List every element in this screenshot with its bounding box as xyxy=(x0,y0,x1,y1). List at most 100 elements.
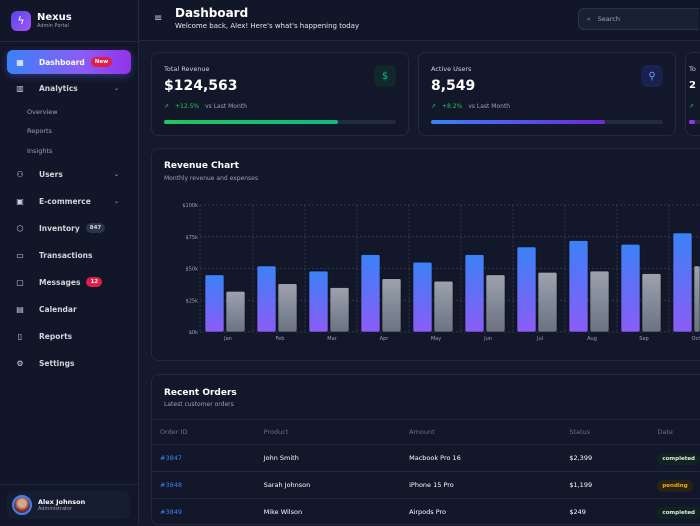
brand[interactable]: ϟ Nexus Admin Portal xyxy=(0,0,138,42)
count-badge: 847 xyxy=(85,223,106,233)
stat-label: Total Revenue xyxy=(164,65,210,73)
expense-bar xyxy=(485,274,506,333)
x-tick-label: Oct xyxy=(692,336,700,342)
progress-fill xyxy=(164,120,338,124)
search-input[interactable]: ⌕ Search xyxy=(578,8,699,30)
cell: $1,199 xyxy=(561,471,650,499)
stat-change: ↗ xyxy=(689,103,700,110)
chart-subtitle: Monthly revenue and expenses xyxy=(164,175,258,182)
col-status[interactable]: Status xyxy=(561,419,650,445)
stat-card-revenue: Total Revenue $124,563 ↗ +12.5% vs Last Mo… xyxy=(151,52,409,136)
cell: Airpods Pro xyxy=(401,498,562,526)
revenue-bar xyxy=(360,254,381,333)
recent-orders-card: Recent Orders Latest customer orders Ord… xyxy=(151,374,700,526)
y-tick-label: $50k xyxy=(186,267,199,273)
user-profile[interactable]: Alex Johnson Administrator xyxy=(7,491,130,519)
y-tick-label: $25k xyxy=(186,298,199,304)
revenue-bar xyxy=(672,232,693,333)
cell: $249 xyxy=(561,498,650,526)
expense-bar xyxy=(329,287,350,333)
box-icon: ⬡ xyxy=(16,223,24,233)
sidebar-item-calendar[interactable]: ▤ Calendar xyxy=(7,296,131,323)
x-tick-label: Apr xyxy=(380,336,390,342)
x-tick-label: Sep xyxy=(639,336,648,342)
order-id-link[interactable]: #3849 xyxy=(152,498,256,526)
col-amount[interactable]: Amount xyxy=(401,419,562,445)
order-id-link[interactable]: #3847 xyxy=(152,444,256,472)
shopping-bag-icon: ▣ xyxy=(16,196,24,206)
sidebar-subitem-overview[interactable]: Overview xyxy=(27,107,58,116)
label: E-commerce xyxy=(39,196,91,206)
sidebar-item-ecommerce[interactable]: ▣ E-commerce ⌄ xyxy=(7,188,131,215)
x-tick-label: Aug xyxy=(587,336,597,342)
sidebar-item-transactions[interactable]: ▭ Transactions xyxy=(7,242,131,269)
revenue-chart-card: Revenue Chart Monthly revenue and expens… xyxy=(151,148,700,361)
bolt-logo-icon: ϟ xyxy=(11,10,31,31)
col-date[interactable]: Date xyxy=(649,419,700,445)
grid-icon: ▦ xyxy=(16,57,24,67)
cell: Sarah Johnson xyxy=(255,471,402,499)
user-name: Alex Johnson xyxy=(38,498,86,506)
page-title: Dashboard xyxy=(175,6,249,20)
dollar-icon: $ xyxy=(374,65,396,87)
revenue-bar-chart: $0k $25k $50k $75k $100k Jan Feb Mar Apr May Jun Ju… xyxy=(182,203,700,342)
x-tick-label: Jan xyxy=(223,336,232,342)
label: Inventory xyxy=(39,223,80,233)
stat-card-third: To 2 ↗ xyxy=(685,52,700,136)
expense-bar xyxy=(537,272,558,333)
sidebar-subitem-insights[interactable]: Insights xyxy=(27,146,53,155)
sidebar-item-users[interactable]: ⚇ Users ⌄ xyxy=(7,161,131,188)
sidebar: ϟ Nexus Admin Portal ▦ Dashboard New ▥ Anal… xyxy=(0,0,139,525)
trend-up-icon: ↗ xyxy=(164,103,170,110)
revenue-bar xyxy=(308,270,329,333)
label: Calendar xyxy=(39,304,77,314)
sidebar-item-settings[interactable]: ⚙ Settings xyxy=(7,350,131,377)
credit-card-icon: ▭ xyxy=(16,250,24,260)
sidebar-item-dashboard[interactable]: ▦ Dashboard New xyxy=(7,50,131,74)
progress-bar xyxy=(431,120,663,124)
stat-change: ↗ +12.5% vs Last Month xyxy=(164,103,247,110)
cell: Macbook Pro 16 xyxy=(401,444,562,472)
expense-bar xyxy=(641,273,662,333)
divider xyxy=(0,484,139,485)
sidebar-item-messages[interactable]: ▢ Messages 12 xyxy=(7,269,131,296)
col-product[interactable]: Product xyxy=(255,419,402,445)
revenue-bar xyxy=(568,240,589,333)
sidebar-item-reports[interactable]: ▯ Reports xyxy=(7,323,131,350)
change-value: +12.5% xyxy=(175,103,200,110)
label: Transactions xyxy=(39,250,93,260)
cell: completed xyxy=(649,444,700,472)
orders-subtitle: Latest customer orders xyxy=(164,401,234,408)
table-row[interactable]: #3849 Mike Wilson Airpods Pro $249 completed xyxy=(152,498,700,526)
col-order-id[interactable]: Order ID xyxy=(152,419,256,445)
cell: $2,399 xyxy=(561,444,650,472)
header: ≡ Dashboard Welcome back, Alex! Here's w… xyxy=(139,0,700,41)
status-badge: pending xyxy=(657,480,693,492)
order-id-link[interactable]: #3848 xyxy=(152,471,256,499)
expense-bar xyxy=(693,265,700,333)
expense-bar xyxy=(381,278,402,333)
stat-value: $124,563 xyxy=(164,78,238,94)
cell: iPhone 15 Pro xyxy=(401,471,562,499)
orders-title: Recent Orders xyxy=(164,388,237,398)
change-note: vs Last Month xyxy=(468,103,511,110)
revenue-bar xyxy=(204,274,225,333)
menu-icon[interactable]: ≡ xyxy=(154,13,163,24)
search-icon: ⌕ xyxy=(587,14,591,23)
y-tick-label: $100k xyxy=(182,203,198,209)
x-tick-label: May xyxy=(431,336,441,342)
table-row[interactable]: #3847 John Smith Macbook Pro 16 $2,399 compl… xyxy=(152,444,700,472)
revenue-bar xyxy=(464,254,485,333)
progress-bar xyxy=(689,120,700,124)
label: Analytics xyxy=(39,84,78,93)
sidebar-item-inventory[interactable]: ⬡ Inventory 847 xyxy=(7,215,131,242)
expense-bar xyxy=(433,280,454,333)
chart-title: Revenue Chart xyxy=(164,161,239,171)
sidebar-subitem-reports[interactable]: Reports xyxy=(27,127,52,136)
label: Settings xyxy=(39,358,75,368)
status-badge: completed xyxy=(657,453,700,465)
cell: John Smith xyxy=(255,444,402,472)
table-row[interactable]: #3848 Sarah Johnson iPhone 15 Pro $1,199 pen… xyxy=(152,471,700,499)
change-value: +8.2% xyxy=(442,103,463,110)
sidebar-item-analytics[interactable]: ▥ Analytics ⌄ xyxy=(7,75,131,102)
